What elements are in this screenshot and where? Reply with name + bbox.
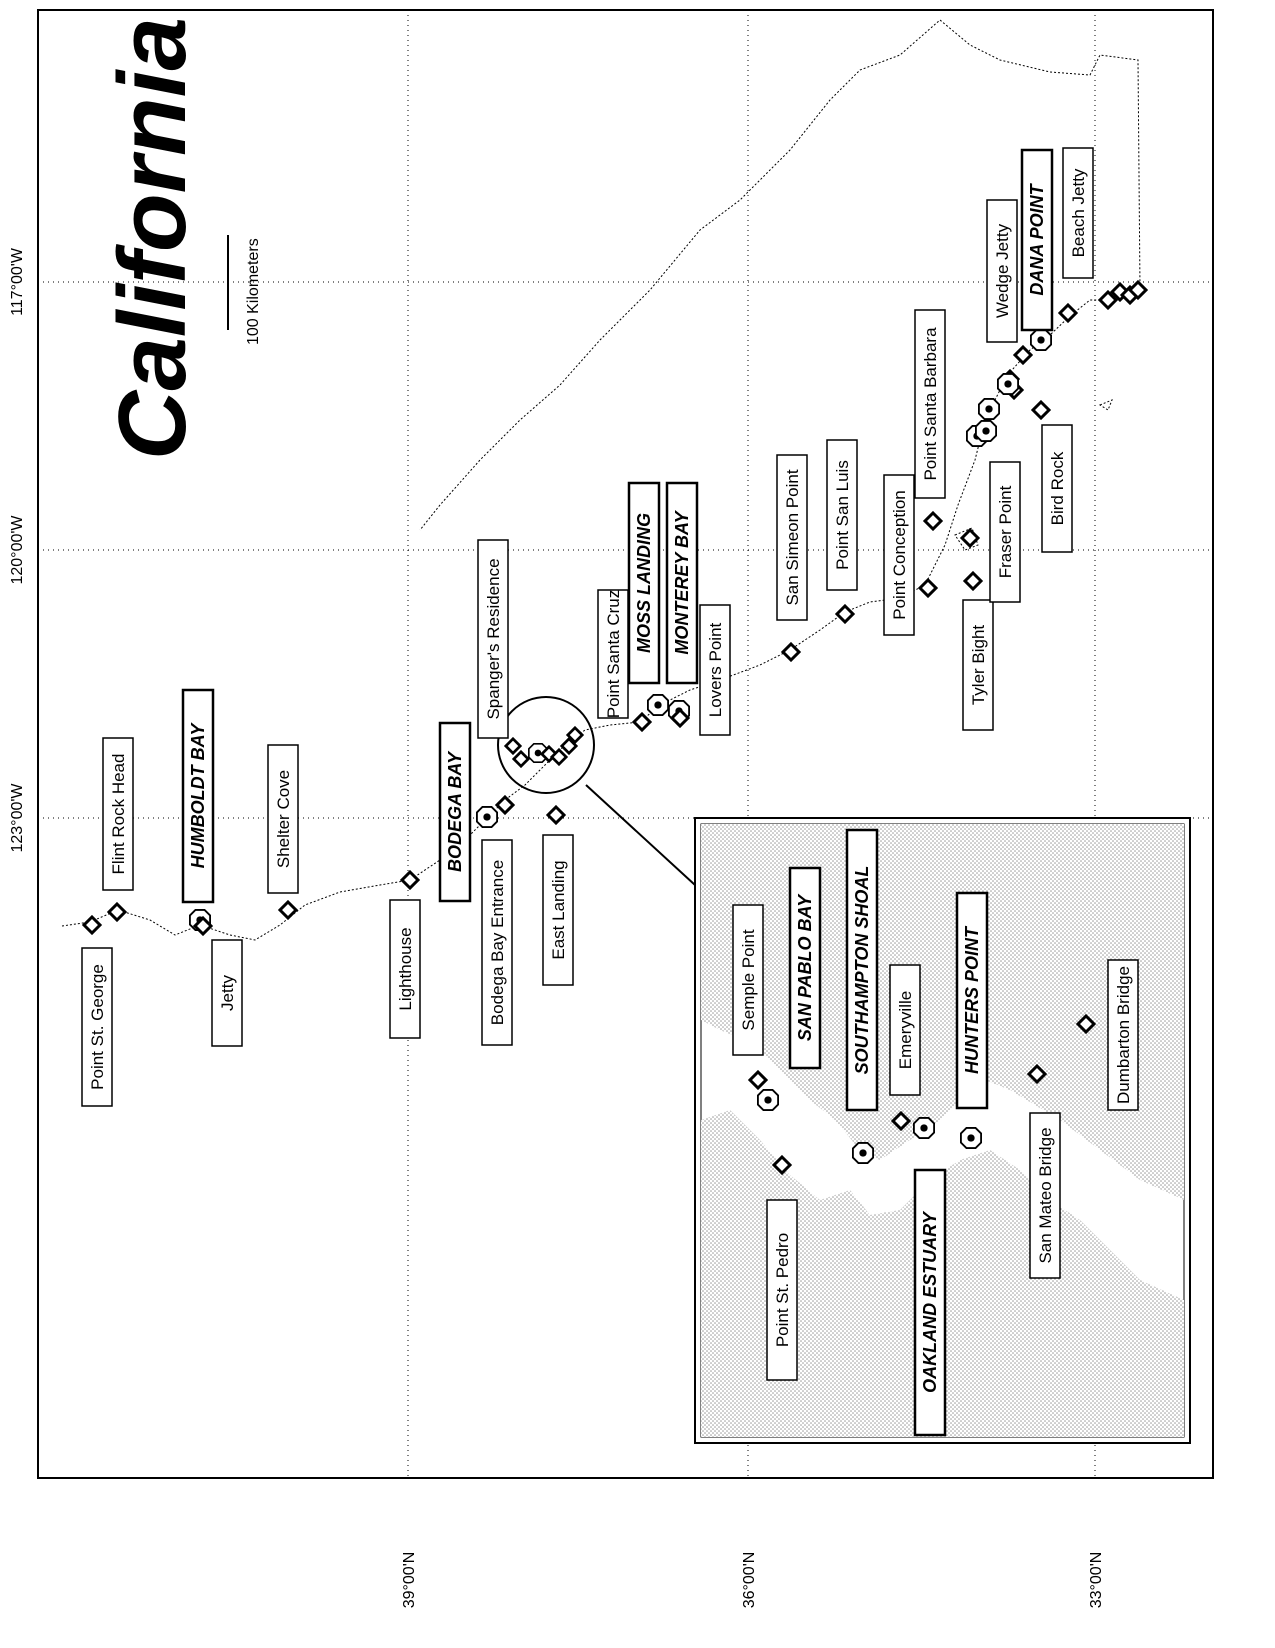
site-label-fraser-point: Fraser Point	[989, 461, 1021, 603]
site-label-southampton-shoal: SOUTHAMPTON SHOAL	[845, 828, 879, 1112]
svg-text:HUMBOLDT BAY: HUMBOLDT BAY	[188, 722, 208, 869]
sf-bay-callout	[497, 696, 696, 886]
site-label-hunters-point: HUNTERS POINT	[955, 891, 989, 1110]
site-label-flint-rock-head: Flint Rock Head	[102, 737, 134, 891]
site-labels: Point St. George Flint Rock Head HUMBOLDT …	[81, 147, 1139, 1437]
site-label-lovers-point: Lovers Point	[699, 604, 731, 736]
map-frame	[37, 9, 1214, 1479]
scale-bar: 100 Kilometers	[227, 235, 262, 345]
site-label-tyler-bight: Tyler Bight	[962, 599, 994, 731]
site-label-jetty: Jetty	[211, 939, 243, 1047]
svg-text:Spanger's Residence: Spanger's Residence	[484, 558, 503, 719]
lon-tick-120: 120°00'W	[9, 515, 26, 585]
site-label-point-st-george: Point St. George	[81, 947, 113, 1107]
site-label-wedge-jetty: Wedge Jetty	[986, 199, 1018, 343]
lat-tick-36: 36°00'N	[741, 1552, 758, 1609]
svg-text:HUNTERS POINT: HUNTERS POINT	[962, 925, 982, 1074]
svg-text:Point Conception: Point Conception	[890, 490, 909, 619]
svg-text:Bird Rock: Bird Rock	[1048, 451, 1067, 525]
latitude-ticks: 39°00'N 36°00'N 33°00'N	[401, 1552, 1105, 1609]
svg-text:SAN PABLO BAY: SAN PABLO BAY	[795, 893, 815, 1041]
site-label-east-landing: East Landing	[542, 834, 574, 986]
svg-text:Shelter Cove: Shelter Cove	[274, 770, 293, 868]
lon-tick-123: 123°00'W	[9, 783, 26, 853]
svg-text:100 Kilometers: 100 Kilometers	[245, 238, 262, 345]
svg-text:Point San Luis: Point San Luis	[833, 460, 852, 570]
svg-text:Emeryville: Emeryville	[896, 991, 915, 1069]
site-label-point-santa-cruz: Point Santa Cruz	[597, 589, 629, 719]
map-title: California	[99, 17, 206, 460]
svg-text:Bodega Bay Entrance: Bodega Bay Entrance	[488, 860, 507, 1025]
site-label-shelter-cove: Shelter Cove	[267, 744, 299, 894]
site-label-emeryville: Emeryville	[889, 964, 921, 1096]
site-label-point-san-luis: Point San Luis	[826, 439, 858, 591]
svg-text:OAKLAND ESTUARY: OAKLAND ESTUARY	[920, 1210, 940, 1393]
svg-text:DANA POINT: DANA POINT	[1027, 182, 1047, 295]
site-label-spanger-s-residence: Spanger's Residence	[477, 539, 509, 739]
site-label-bird-rock: Bird Rock	[1041, 424, 1073, 553]
site-label-point-st-pedro: Point St. Pedro	[766, 1199, 798, 1381]
svg-text:Fraser Point: Fraser Point	[996, 485, 1015, 578]
svg-text:Tyler Bight: Tyler Bight	[969, 625, 988, 706]
svg-text:Beach Jetty: Beach Jetty	[1069, 168, 1088, 257]
site-label-bodega-bay-entrance: Bodega Bay Entrance	[481, 839, 513, 1046]
svg-text:East Landing: East Landing	[549, 860, 568, 959]
svg-text:San Mateo Bridge: San Mateo Bridge	[1036, 1127, 1055, 1263]
svg-text:Lovers Point: Lovers Point	[706, 622, 725, 717]
svg-text:Point St. George: Point St. George	[88, 964, 107, 1090]
site-label-san-simeon-point: San Simeon Point	[776, 454, 808, 621]
site-label-monterey-bay: MONTEREY BAY	[665, 481, 699, 685]
svg-text:Wedge Jetty: Wedge Jetty	[993, 223, 1012, 318]
site-label-lighthouse: Lighthouse	[389, 899, 421, 1039]
site-label-dumbarton-bridge: Dumbarton Bridge	[1107, 959, 1139, 1111]
site-label-humboldt-bay: HUMBOLDT BAY	[181, 688, 215, 904]
lat-tick-39: 39°00'N	[401, 1552, 418, 1609]
graticule	[38, 10, 1213, 1478]
svg-text:Jetty: Jetty	[218, 975, 237, 1011]
lon-tick-117: 117°00'W	[9, 247, 26, 316]
lat-tick-33: 33°00'N	[1088, 1552, 1105, 1609]
svg-text:Point Santa Cruz: Point Santa Cruz	[604, 590, 623, 719]
svg-text:SOUTHAMPTON SHOAL: SOUTHAMPTON SHOAL	[852, 866, 872, 1075]
svg-text:MOSS LANDING: MOSS LANDING	[634, 513, 654, 653]
coastline	[61, 19, 1141, 941]
svg-text:MONTEREY BAY: MONTEREY BAY	[672, 509, 692, 654]
svg-text:Flint Rock Head: Flint Rock Head	[109, 754, 128, 875]
site-label-san-pablo-bay: SAN PABLO BAY	[788, 866, 822, 1070]
longitude-ticks: 123°00'W 120°00'W 117°00'W	[9, 247, 26, 852]
site-label-moss-landing: MOSS LANDING	[627, 481, 661, 685]
svg-text:Semple Point: Semple Point	[739, 929, 758, 1030]
svg-text:Point Santa Barbara: Point Santa Barbara	[921, 327, 940, 481]
svg-text:Dumbarton Bridge: Dumbarton Bridge	[1114, 966, 1133, 1104]
site-label-beach-jetty: Beach Jetty	[1062, 147, 1094, 279]
svg-text:San Simeon Point: San Simeon Point	[783, 469, 802, 605]
site-label-bodega-bay: BODEGA BAY	[438, 721, 472, 903]
site-label-dana-point: DANA POINT	[1020, 148, 1054, 332]
site-label-san-mateo-bridge: San Mateo Bridge	[1029, 1112, 1061, 1279]
svg-text:BODEGA BAY: BODEGA BAY	[445, 750, 465, 872]
site-label-point-conception: Point Conception	[883, 474, 915, 636]
svg-text:Lighthouse: Lighthouse	[396, 927, 415, 1010]
site-label-oakland-estuary: OAKLAND ESTUARY	[913, 1168, 947, 1437]
svg-text:Point St. Pedro: Point St. Pedro	[773, 1233, 792, 1347]
site-label-point-santa-barbara: Point Santa Barbara	[914, 309, 946, 499]
site-label-semple-point: Semple Point	[732, 904, 764, 1056]
